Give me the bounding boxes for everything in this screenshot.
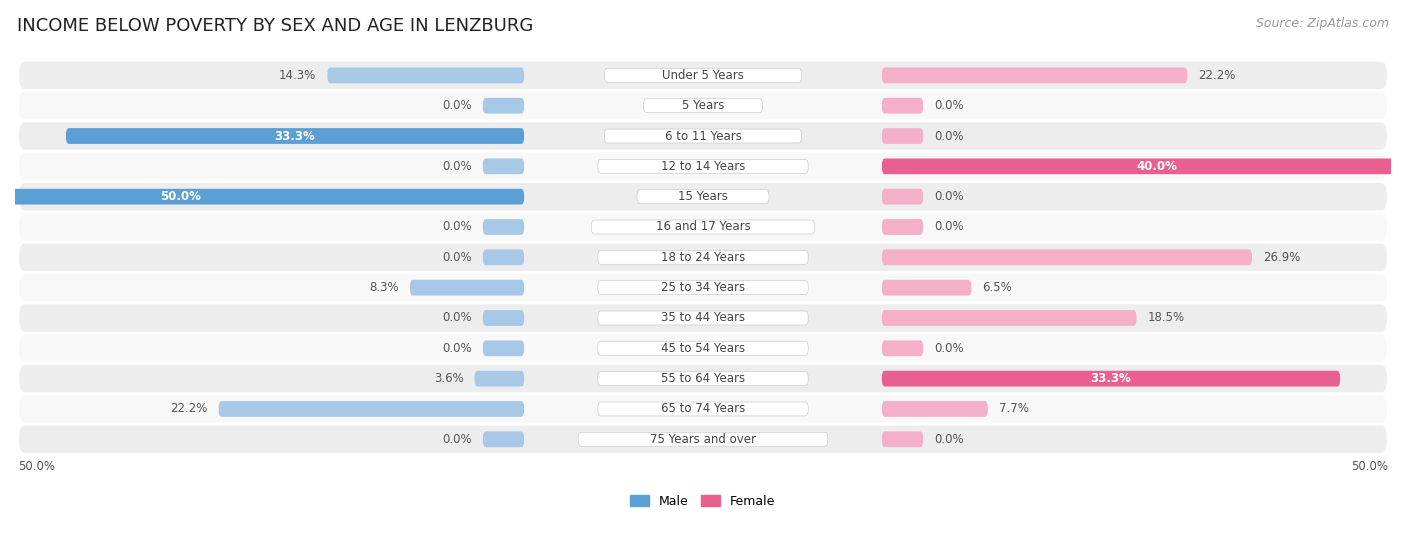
- FancyBboxPatch shape: [598, 372, 808, 386]
- FancyBboxPatch shape: [598, 311, 808, 325]
- Text: INCOME BELOW POVERTY BY SEX AND AGE IN LENZBURG: INCOME BELOW POVERTY BY SEX AND AGE IN L…: [17, 17, 533, 35]
- FancyBboxPatch shape: [482, 158, 524, 174]
- Text: 0.0%: 0.0%: [934, 190, 963, 203]
- FancyBboxPatch shape: [882, 432, 924, 447]
- Text: 5 Years: 5 Years: [682, 99, 724, 112]
- FancyBboxPatch shape: [20, 183, 1386, 210]
- Text: 7.7%: 7.7%: [998, 402, 1029, 415]
- FancyBboxPatch shape: [20, 425, 1386, 453]
- FancyBboxPatch shape: [0, 189, 524, 205]
- Text: 0.0%: 0.0%: [443, 251, 472, 264]
- FancyBboxPatch shape: [598, 342, 808, 356]
- Text: 12 to 14 Years: 12 to 14 Years: [661, 160, 745, 173]
- Text: 35 to 44 Years: 35 to 44 Years: [661, 311, 745, 324]
- FancyBboxPatch shape: [482, 310, 524, 326]
- Text: 50.0%: 50.0%: [1351, 460, 1388, 473]
- FancyBboxPatch shape: [20, 122, 1386, 150]
- FancyBboxPatch shape: [20, 92, 1386, 119]
- Text: 22.2%: 22.2%: [170, 402, 208, 415]
- Text: 0.0%: 0.0%: [443, 220, 472, 234]
- FancyBboxPatch shape: [20, 365, 1386, 392]
- Text: 55 to 64 Years: 55 to 64 Years: [661, 372, 745, 385]
- Text: 45 to 54 Years: 45 to 54 Years: [661, 342, 745, 355]
- FancyBboxPatch shape: [20, 304, 1386, 331]
- Text: 8.3%: 8.3%: [370, 281, 399, 294]
- Text: 50.0%: 50.0%: [160, 190, 201, 203]
- FancyBboxPatch shape: [591, 220, 815, 234]
- Text: 25 to 34 Years: 25 to 34 Years: [661, 281, 745, 294]
- Text: 6.5%: 6.5%: [983, 281, 1012, 294]
- FancyBboxPatch shape: [882, 128, 924, 144]
- FancyBboxPatch shape: [20, 214, 1386, 240]
- FancyBboxPatch shape: [882, 310, 1136, 326]
- FancyBboxPatch shape: [882, 340, 924, 356]
- FancyBboxPatch shape: [882, 371, 1340, 386]
- Text: 0.0%: 0.0%: [443, 311, 472, 324]
- Text: 65 to 74 Years: 65 to 74 Years: [661, 402, 745, 415]
- Text: 15 Years: 15 Years: [678, 190, 728, 203]
- Text: 16 and 17 Years: 16 and 17 Years: [655, 220, 751, 234]
- Text: 33.3%: 33.3%: [1091, 372, 1132, 385]
- FancyBboxPatch shape: [598, 281, 808, 295]
- Text: 18.5%: 18.5%: [1147, 311, 1185, 324]
- Text: 75 Years and over: 75 Years and over: [650, 433, 756, 446]
- FancyBboxPatch shape: [482, 98, 524, 113]
- FancyBboxPatch shape: [605, 129, 801, 143]
- Text: Under 5 Years: Under 5 Years: [662, 69, 744, 82]
- Text: 0.0%: 0.0%: [934, 342, 963, 355]
- FancyBboxPatch shape: [605, 68, 801, 82]
- Text: 26.9%: 26.9%: [1263, 251, 1301, 264]
- FancyBboxPatch shape: [482, 249, 524, 265]
- FancyBboxPatch shape: [882, 249, 1251, 265]
- FancyBboxPatch shape: [20, 395, 1386, 423]
- FancyBboxPatch shape: [882, 280, 972, 296]
- FancyBboxPatch shape: [20, 244, 1386, 271]
- FancyBboxPatch shape: [644, 99, 762, 113]
- FancyBboxPatch shape: [482, 219, 524, 235]
- Text: 40.0%: 40.0%: [1136, 160, 1177, 173]
- Text: 33.3%: 33.3%: [274, 130, 315, 143]
- FancyBboxPatch shape: [598, 159, 808, 173]
- Text: 22.2%: 22.2%: [1198, 69, 1236, 82]
- Text: 0.0%: 0.0%: [934, 220, 963, 234]
- FancyBboxPatch shape: [328, 68, 524, 83]
- Text: 0.0%: 0.0%: [443, 99, 472, 112]
- FancyBboxPatch shape: [882, 98, 924, 113]
- FancyBboxPatch shape: [66, 128, 524, 144]
- FancyBboxPatch shape: [882, 158, 1406, 174]
- Text: 0.0%: 0.0%: [934, 99, 963, 112]
- FancyBboxPatch shape: [20, 335, 1386, 362]
- FancyBboxPatch shape: [482, 340, 524, 356]
- FancyBboxPatch shape: [482, 432, 524, 447]
- Text: 0.0%: 0.0%: [443, 342, 472, 355]
- FancyBboxPatch shape: [219, 401, 524, 417]
- FancyBboxPatch shape: [20, 274, 1386, 301]
- FancyBboxPatch shape: [411, 280, 524, 296]
- FancyBboxPatch shape: [475, 371, 524, 386]
- Text: 14.3%: 14.3%: [280, 69, 316, 82]
- Text: 0.0%: 0.0%: [443, 433, 472, 446]
- FancyBboxPatch shape: [598, 402, 808, 416]
- FancyBboxPatch shape: [882, 68, 1187, 83]
- FancyBboxPatch shape: [20, 61, 1386, 89]
- FancyBboxPatch shape: [882, 219, 924, 235]
- Text: 50.0%: 50.0%: [18, 460, 55, 473]
- Text: 3.6%: 3.6%: [434, 372, 464, 385]
- Text: 0.0%: 0.0%: [934, 130, 963, 143]
- FancyBboxPatch shape: [598, 250, 808, 264]
- Text: 0.0%: 0.0%: [443, 160, 472, 173]
- FancyBboxPatch shape: [882, 401, 988, 417]
- FancyBboxPatch shape: [578, 432, 828, 446]
- Text: 0.0%: 0.0%: [934, 433, 963, 446]
- Text: 6 to 11 Years: 6 to 11 Years: [665, 130, 741, 143]
- Text: Source: ZipAtlas.com: Source: ZipAtlas.com: [1256, 17, 1389, 30]
- FancyBboxPatch shape: [637, 190, 769, 203]
- FancyBboxPatch shape: [20, 153, 1386, 180]
- FancyBboxPatch shape: [882, 189, 924, 205]
- Legend: Male, Female: Male, Female: [626, 490, 780, 513]
- Text: 18 to 24 Years: 18 to 24 Years: [661, 251, 745, 264]
